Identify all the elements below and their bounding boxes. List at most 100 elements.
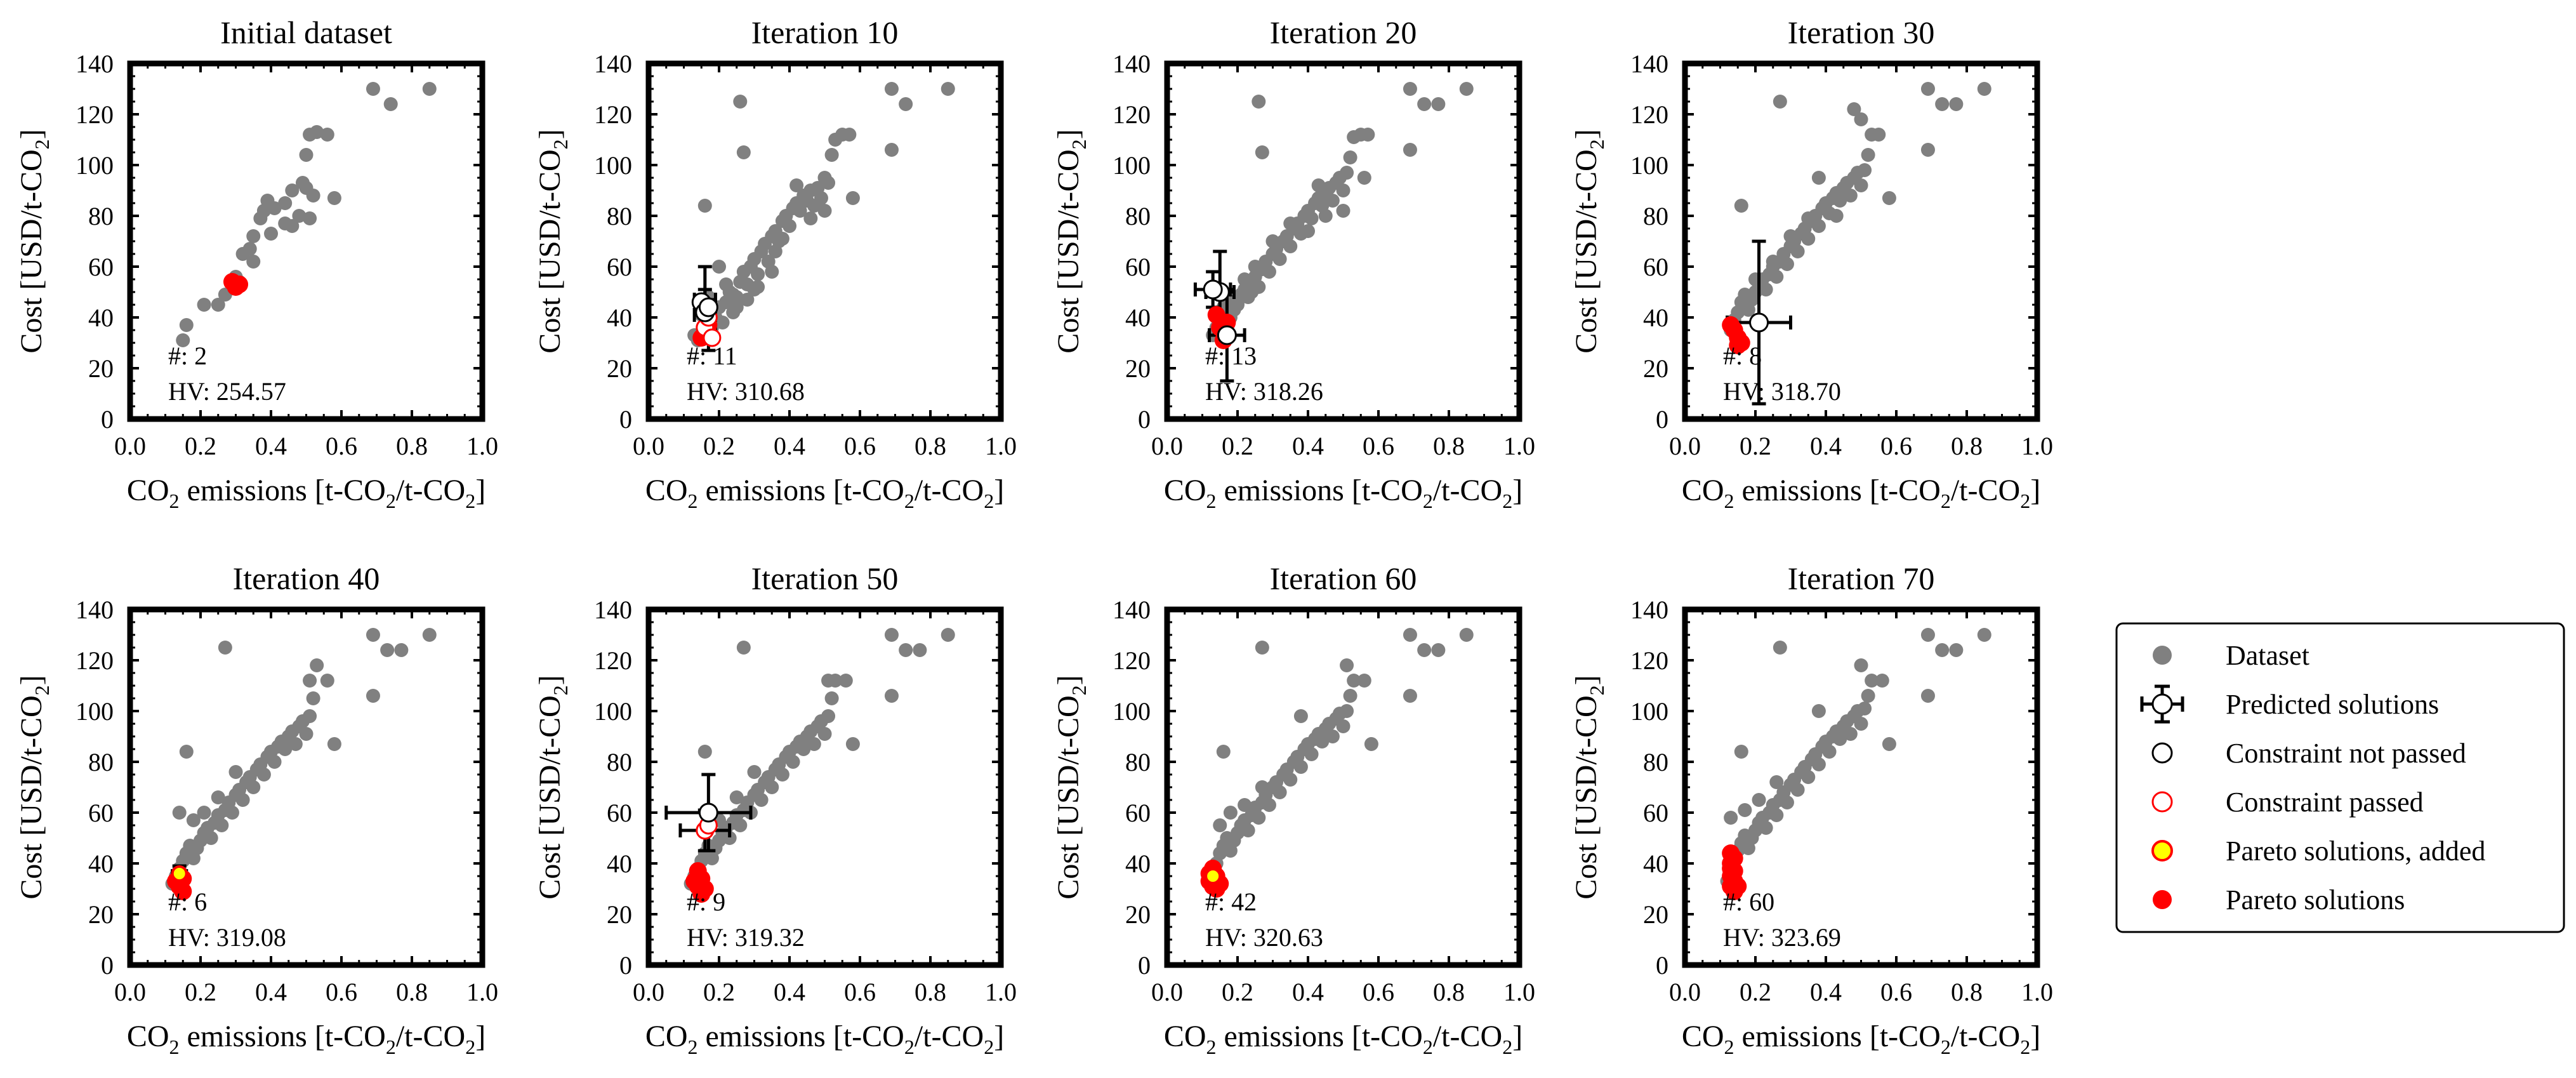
y-tick-label: 40 xyxy=(88,849,114,878)
dataset-point xyxy=(740,293,755,307)
legend-entry: Pareto solutions, added xyxy=(2151,835,2485,867)
dataset-point xyxy=(1829,209,1844,223)
dataset-point xyxy=(1801,232,1816,246)
x-tick-label: 0.0 xyxy=(1151,432,1183,460)
dataset-point xyxy=(366,628,380,642)
dataset-point xyxy=(913,643,927,657)
dataset-point xyxy=(278,196,293,210)
points xyxy=(1200,628,1474,898)
dataset-point xyxy=(267,755,282,769)
dataset-point xyxy=(211,298,225,312)
y-tick-label: 80 xyxy=(607,748,632,776)
dataset-point xyxy=(1811,757,1826,771)
dataset-point xyxy=(1272,785,1287,799)
x-tick-label: 0.0 xyxy=(114,432,146,460)
dataset-point xyxy=(1920,689,1935,703)
dataset-point xyxy=(1861,148,1875,162)
dataset-point xyxy=(1304,211,1319,225)
legend: Dataset Predicted solutions Constraint not… xyxy=(2115,622,2565,933)
subplot-5: Iteration 50 0.0 0.2 0.4 0.6 0.8 1.0 0 20 40 60 80 1… xyxy=(533,561,1017,1058)
y-tick-label: 60 xyxy=(1643,799,1668,827)
x-tick-label: 0.8 xyxy=(1433,978,1465,1006)
x-tick-label: 0.4 xyxy=(774,978,805,1006)
ticks: 0.0 0.2 0.4 0.6 0.8 1.0 0 20 40 60 80 100 120 140 xyxy=(594,596,1017,1006)
dataset-point xyxy=(225,806,239,820)
x-tick-label: 0.0 xyxy=(633,432,664,460)
dataset-point xyxy=(729,300,744,314)
dataset-point xyxy=(722,831,737,845)
dataset-point xyxy=(824,148,839,162)
dataset-point xyxy=(1833,732,1847,746)
hv-annotation: HV: 323.69 xyxy=(1723,923,1841,952)
x-tick-label: 0.6 xyxy=(1363,978,1394,1006)
y-tick-label: 140 xyxy=(1630,596,1668,624)
subplots: Initial dataset 0.0 0.2 0.4 0.6 0.8 1.0 0 20 40 60… xyxy=(15,15,2053,1058)
subplot-title: Iteration 30 xyxy=(1788,15,1935,50)
x-axis-label: CO2 emissions [t-CO2/t-CO2] xyxy=(1682,474,2040,512)
y-tick-label: 40 xyxy=(607,303,632,332)
dataset-point xyxy=(422,628,437,642)
y-tick-label: 100 xyxy=(1630,151,1668,180)
x-tick-label: 1.0 xyxy=(985,978,1017,1006)
subplot-title: Iteration 50 xyxy=(751,561,899,596)
dataset-point xyxy=(1403,143,1417,157)
x-tick-label: 0.8 xyxy=(915,978,946,1006)
dataset-point xyxy=(747,283,762,296)
dataset-point xyxy=(1431,643,1446,657)
dataset-point xyxy=(941,628,955,642)
dataset-point xyxy=(1769,808,1784,822)
dataset-point xyxy=(1847,102,1861,116)
dataset-point xyxy=(736,145,751,159)
dataset-point xyxy=(1811,704,1826,718)
dataset-point xyxy=(884,143,899,157)
legend-marker-pareto-added xyxy=(2151,840,2173,862)
x-tick-label: 0.4 xyxy=(1810,978,1842,1006)
dataset-point xyxy=(1403,82,1417,96)
pareto-point xyxy=(1729,877,1747,895)
ticks: 0.0 0.2 0.4 0.6 0.8 1.0 0 20 40 60 80 100 120 140 xyxy=(1113,596,1535,1006)
dataset-point xyxy=(747,765,762,779)
dataset-point xyxy=(383,97,398,111)
dataset-point xyxy=(899,97,913,111)
dataset-point xyxy=(1301,224,1315,238)
x-tick-label: 0.2 xyxy=(185,432,216,460)
dataset-point xyxy=(1875,674,1889,688)
dataset-point xyxy=(828,674,843,688)
x-tick-label: 1.0 xyxy=(2021,978,2053,1006)
dataset-point xyxy=(303,709,317,723)
dataset-point xyxy=(1734,199,1748,213)
y-tick-label: 100 xyxy=(1630,697,1668,726)
x-tick-label: 0.4 xyxy=(1810,432,1842,460)
dataset-point xyxy=(246,255,261,269)
y-tick-label: 80 xyxy=(1125,202,1151,230)
x-axis-label: CO2 emissions [t-CO2/t-CO2] xyxy=(127,1020,485,1058)
y-tick-label: 100 xyxy=(76,151,114,180)
ticks: 0.0 0.2 0.4 0.6 0.8 1.0 0 20 40 60 80 100 120 140 xyxy=(1630,596,2053,1006)
points xyxy=(1720,628,1991,900)
dataset-point xyxy=(1920,628,1935,642)
dataset-point xyxy=(824,691,839,705)
dataset-point xyxy=(1265,234,1280,248)
dataset-point xyxy=(697,745,712,759)
y-tick-label: 140 xyxy=(76,50,114,78)
x-tick-label: 0.6 xyxy=(1880,978,1912,1006)
dataset-point xyxy=(1361,128,1375,142)
dataset-point xyxy=(1223,806,1238,820)
y-tick-label: 120 xyxy=(1113,100,1151,129)
y-tick-label: 0 xyxy=(1656,951,1668,980)
dataset-point xyxy=(1949,643,1964,657)
x-tick-label: 0.2 xyxy=(1740,432,1771,460)
pareto-point xyxy=(689,862,707,880)
y-tick-label: 40 xyxy=(1643,303,1668,332)
x-tick-label: 0.6 xyxy=(844,432,876,460)
count-annotation: #: 9 xyxy=(687,888,725,916)
hv-annotation: HV: 318.70 xyxy=(1723,377,1841,406)
axes-frame xyxy=(1682,60,2040,422)
dataset-point xyxy=(751,267,765,281)
x-tick-label: 1.0 xyxy=(985,432,1017,460)
dataset-point xyxy=(845,737,860,751)
count-annotation: #: 42 xyxy=(1205,888,1257,916)
dataset-point xyxy=(733,95,748,109)
subplot-4: Iteration 40 0.0 0.2 0.4 0.6 0.8 1.0 0 20 40 60 80 1… xyxy=(15,561,498,1058)
subplot-title: Iteration 20 xyxy=(1270,15,1417,50)
